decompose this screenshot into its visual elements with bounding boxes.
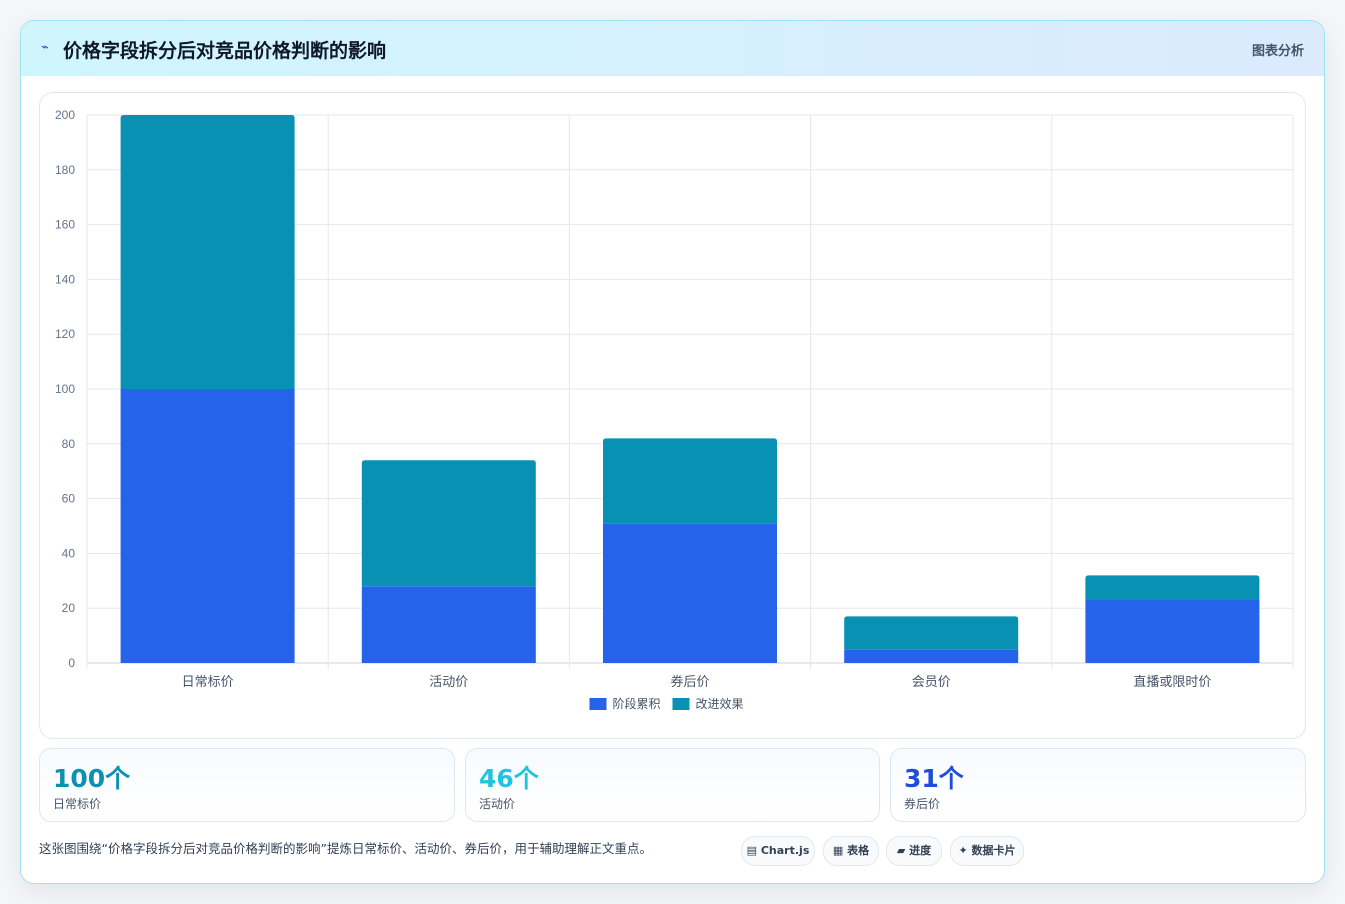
y-tick-label: 200 [55, 108, 75, 122]
legend-swatch [672, 698, 690, 710]
y-tick-label: 100 [55, 382, 75, 396]
y-tick-label: 140 [55, 272, 75, 286]
bar-segment-1 [361, 460, 536, 587]
stat-cards: 100个 日常标价 46个 活动价 31个 券后价 [39, 748, 1306, 822]
stat-card-coupon: 31个 券后价 [890, 748, 1306, 822]
bar-segment-0 [603, 523, 777, 663]
y-tick-label: 40 [62, 546, 76, 560]
y-tick-label: 80 [62, 437, 76, 451]
y-tick-label: 60 [62, 492, 76, 506]
bar-segment-1 [1085, 575, 1260, 600]
x-tick-label: 直播或限时价 [1133, 674, 1211, 689]
sparkle-icon: ✦ [958, 844, 968, 857]
card-header: ⌁ 价格字段拆分后对竞品价格判断的影响 图表分析 [21, 21, 1324, 76]
bar-segment-1 [844, 616, 1019, 650]
legend-label: 阶段累积 [613, 696, 661, 711]
y-tick-label: 0 [68, 656, 75, 670]
stat-value: 100个 [53, 764, 131, 793]
chart-icon: ▤ [746, 844, 758, 857]
table-icon: ▦ [832, 844, 844, 857]
legend-label: 改进效果 [696, 696, 744, 711]
chip-label: Chart.js [760, 844, 810, 857]
stat-label: 活动价 [479, 797, 516, 811]
stat-value: 31个 [904, 764, 964, 793]
bar-segment-0 [361, 586, 536, 663]
chip-data-card[interactable]: ✦ 数据卡片 [950, 836, 1024, 866]
x-tick-label: 会员价 [912, 674, 951, 689]
chip-label: 数据卡片 [971, 844, 1016, 857]
bar-segment-1 [120, 115, 295, 389]
chip-table[interactable]: ▦ 表格 [823, 836, 879, 866]
chart-panel: 0 20 40 60 80 100 120 140 160 180 200 日常标价 活动价 券后价 会员价… [39, 92, 1306, 739]
bar-segment-1 [603, 438, 777, 524]
stat-value: 46个 [479, 764, 539, 793]
bar-segment-0 [120, 389, 295, 663]
page-title: 价格字段拆分后对竞品价格判断的影响 [63, 40, 387, 62]
x-tick-label: 日常标价 [182, 674, 234, 689]
x-tick-label: 券后价 [670, 674, 709, 689]
bar-segment-0 [1085, 599, 1260, 663]
y-tick-label: 20 [62, 601, 76, 615]
chart-analysis-tag: 图表分析 [1251, 44, 1304, 59]
chart-card: ⌁ 价格字段拆分后对竞品价格判断的影响 图表分析 0 20 40 60 80 100 120… [20, 20, 1325, 884]
trend-line-icon: ⌁ [41, 40, 49, 55]
chip-label: 进度 [909, 844, 932, 857]
progress-icon: ▰ [896, 844, 906, 857]
legend-swatch [589, 698, 607, 710]
stat-label: 日常标价 [53, 797, 102, 811]
chip-progress[interactable]: ▰ 进度 [886, 836, 942, 866]
stat-card-daily: 100个 日常标价 [39, 748, 455, 822]
y-tick-label: 160 [55, 218, 75, 232]
x-tick-label: 活动价 [429, 674, 468, 689]
stacked-bar-chart: 0 20 40 60 80 100 120 140 160 180 200 日常标价 活动价 券后价 会员价… [55, 108, 1294, 711]
y-tick-label: 120 [55, 327, 75, 341]
y-tick-label: 180 [55, 163, 75, 177]
chip-label: 表格 [847, 844, 870, 857]
bar-segment-0 [844, 649, 1019, 663]
chip-chartjs[interactable]: ▤ Chart.js [741, 836, 815, 866]
stat-label: 券后价 [904, 797, 941, 811]
stat-card-promo: 46个 活动价 [465, 748, 880, 822]
footer-note: 这张图围绕“价格字段拆分后对竞品价格判断的影响”提炼日常标价、活动价、券后价，用… [39, 841, 652, 856]
